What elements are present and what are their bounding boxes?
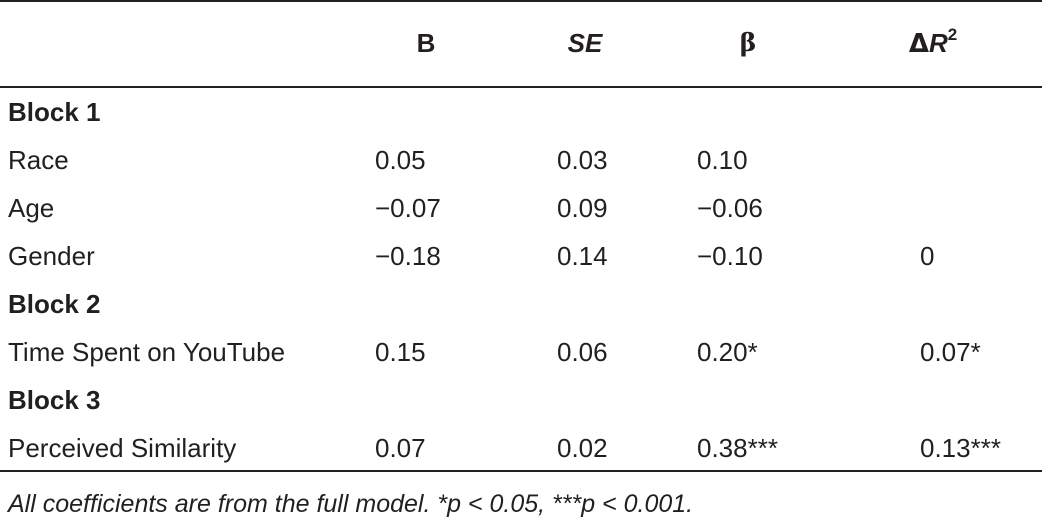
table-bottom-rule (0, 470, 1042, 472)
cell-se: 0.06 (557, 337, 608, 367)
cell-b: −0.18 (375, 241, 441, 271)
cell-beta: 0.10 (697, 145, 748, 175)
header-b: B (416, 28, 436, 58)
header-delta-symbol: Δ (908, 29, 929, 59)
block-heading: Block 2 (8, 289, 101, 319)
row-label: Time Spent on YouTube (8, 337, 286, 367)
block-heading: Block 3 (8, 385, 101, 415)
cell-delta-r2: 0.13*** (920, 433, 1001, 463)
header-se: SE (567, 28, 603, 58)
header-delta-r2: ΔR2 (873, 25, 993, 59)
header-beta: β (739, 28, 757, 57)
cell-b: 0.15 (375, 337, 426, 367)
row-label: Gender (8, 241, 95, 271)
cell-se: 0.09 (557, 193, 608, 223)
cell-se: 0.14 (557, 241, 608, 271)
row-label: Perceived Similarity (8, 433, 237, 463)
table-top-rule (0, 0, 1042, 2)
cell-b: 0.07 (375, 433, 426, 463)
header-r-variable: R (928, 28, 948, 58)
cell-se: 0.03 (557, 145, 608, 175)
cell-beta: 0.38*** (697, 433, 778, 463)
block-heading: Block 1 (8, 97, 101, 127)
cell-beta: −0.06 (697, 193, 763, 223)
header-rule (0, 86, 1042, 88)
cell-b: 0.05 (375, 145, 426, 175)
cell-beta: 0.20* (697, 337, 758, 367)
cell-se: 0.02 (557, 433, 608, 463)
cell-b: −0.07 (375, 193, 441, 223)
cell-delta-r2: 0.07* (920, 337, 981, 367)
row-label: Race (8, 145, 69, 175)
cell-beta: −0.10 (697, 241, 763, 271)
row-label: Age (8, 193, 55, 223)
cell-delta-r2: 0 (920, 241, 935, 271)
header-r-exponent: 2 (947, 25, 958, 44)
table-footnote: All coefficients are from the full model… (8, 490, 694, 518)
